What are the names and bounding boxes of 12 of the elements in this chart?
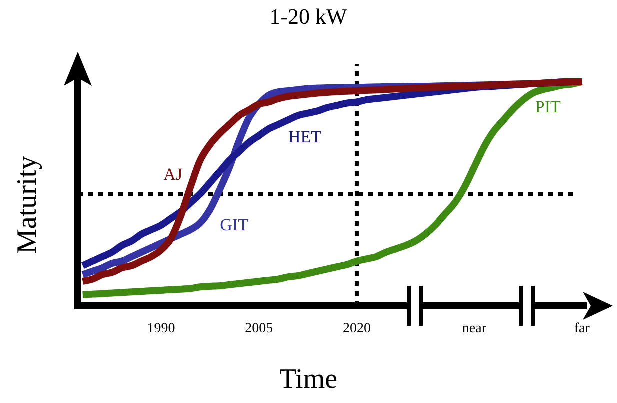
x-tick-label: 1990 [147,321,176,336]
x-tick-label: 2005 [245,321,274,336]
x-tick-label: 2020 [342,321,371,336]
y-axis-title: Maturity [12,156,44,254]
chart-title: 1-20 kW [268,4,348,30]
series-label: PIT [535,97,562,116]
series-label: GIT [220,215,250,234]
x-axis-title: Time [278,364,339,396]
series-label: HET [288,128,322,147]
series-label: AJ [164,164,183,184]
x-tick-label: near [462,321,487,336]
x-tick-label: far [574,321,590,336]
